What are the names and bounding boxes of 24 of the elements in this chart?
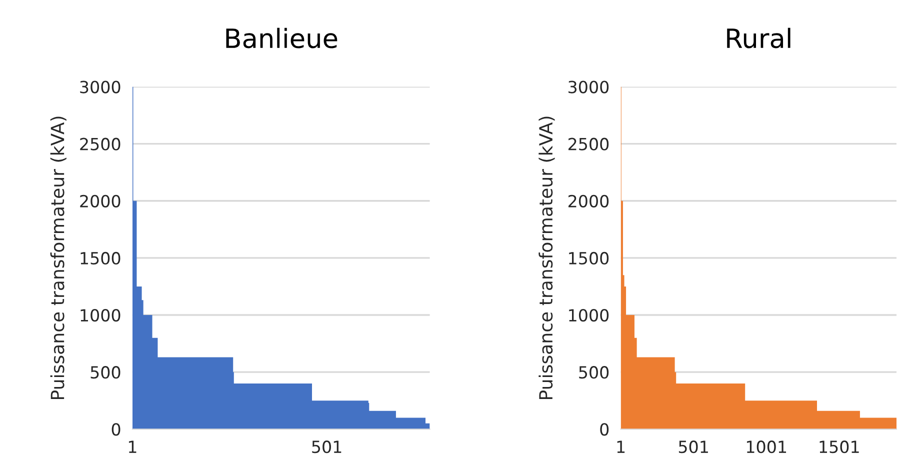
- y-axis-title: Puissance transformateur (kVA): [538, 116, 555, 399]
- y-tick-label: 2000: [80, 194, 120, 208]
- x-tick-label: 1501: [820, 440, 859, 454]
- y-tick-label: 2500: [80, 138, 120, 150]
- y-tick-label: 1500: [569, 252, 609, 265]
- y-tick-label: 2500: [568, 138, 609, 150]
- y-tick-label: 3000: [568, 80, 609, 94]
- y-tick-label: 3000: [80, 80, 120, 94]
- y-tick-label: 1000: [80, 308, 120, 322]
- x-tick-label: 1: [617, 440, 625, 453]
- x-tick-label: 1: [128, 440, 136, 453]
- chart-title: Rural: [727, 28, 790, 48]
- y-tick-label: 2000: [568, 194, 609, 208]
- y-tick-label: 0: [112, 423, 120, 436]
- y-tick-label: 500: [579, 366, 609, 379]
- y-tick-label: 500: [90, 366, 120, 379]
- y-tick-label: 1000: [569, 308, 609, 322]
- y-axis-title: Puissance transformateur (kVA): [50, 116, 66, 399]
- x-tick-label: 501: [312, 440, 342, 454]
- y-tick-label: 1500: [80, 252, 120, 265]
- x-tick-label: 1001: [746, 440, 786, 454]
- x-tick-label: 501: [678, 440, 708, 454]
- y-tick-label: 0: [600, 423, 609, 436]
- chart-title: Banlieue: [226, 28, 338, 48]
